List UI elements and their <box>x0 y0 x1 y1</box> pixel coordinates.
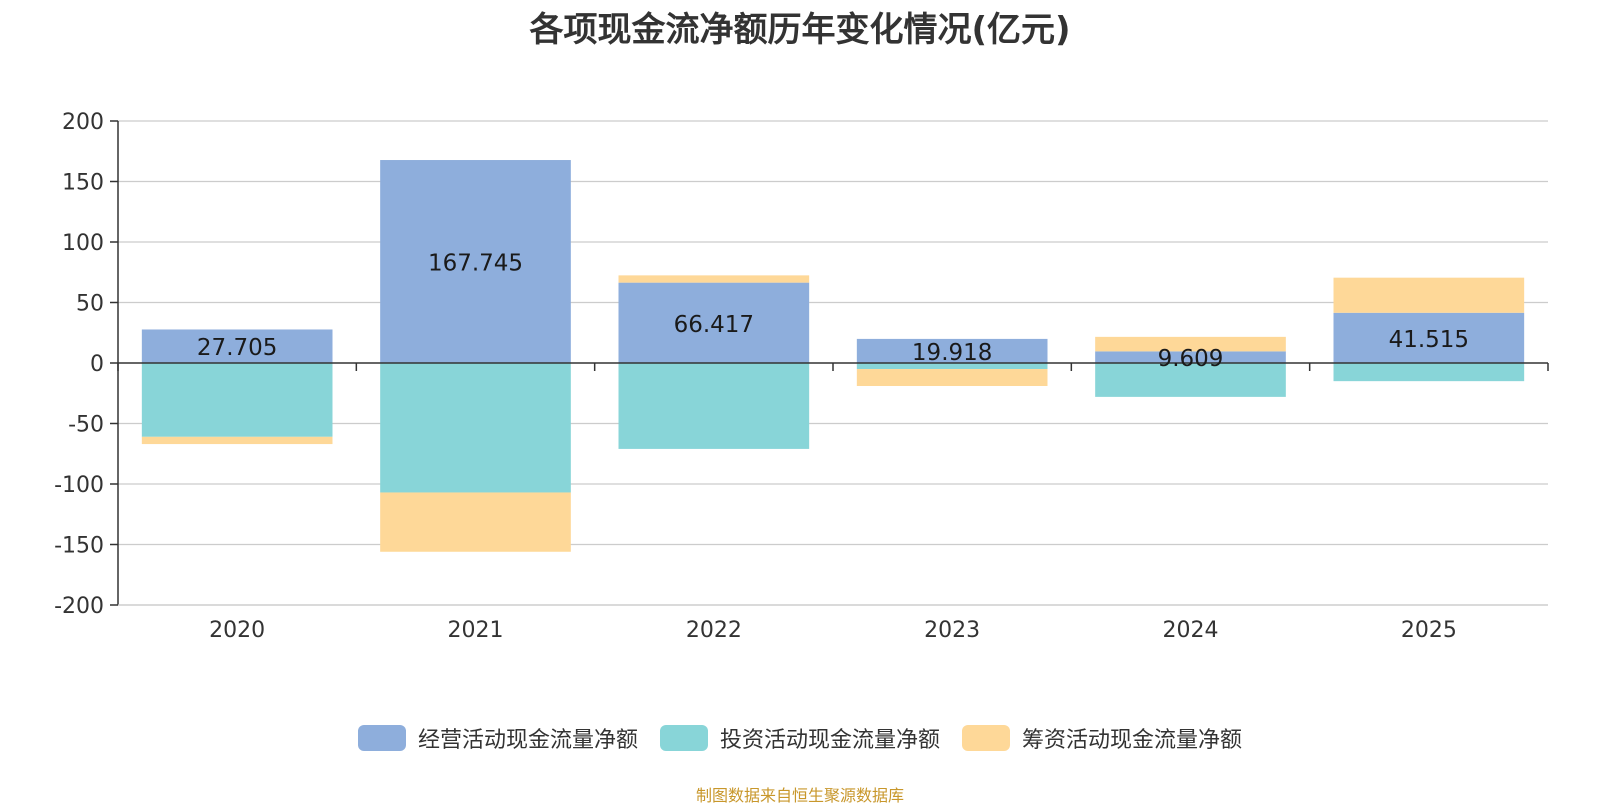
y-tick-label: 50 <box>76 292 104 317</box>
bar-2024-series-2[interactable] <box>1095 336 1286 352</box>
data-label-2024: 9.609 <box>1158 346 1224 372</box>
legend: 经营活动现金流量净额 投资活动现金流量净额 筹资活动现金流量净额 <box>0 722 1600 754</box>
bar-2023-series-0[interactable] <box>856 338 1048 363</box>
x-tick-label: 2022 <box>686 618 742 643</box>
data-label-2023: 19.918 <box>912 340 992 366</box>
bars <box>141 160 1525 552</box>
y-tick-label: 0 <box>90 352 104 377</box>
bar-2025-series-1[interactable] <box>1333 363 1525 382</box>
legend-swatch <box>659 725 708 751</box>
y-tick-label: 150 <box>62 171 104 196</box>
y-tick-label: 200 <box>62 110 104 135</box>
bar-2022-series-1[interactable] <box>618 363 810 449</box>
bar-2023-series-1[interactable] <box>856 363 1048 370</box>
bar-2024-series-1[interactable] <box>1095 363 1286 397</box>
data-source-note: 制图数据来自恒生聚源数据库 <box>695 786 904 805</box>
legend-swatch <box>357 725 406 751</box>
data-labels: 27.705 167.745 66.417 19.918 9.609 41.515 <box>197 251 1469 373</box>
y-tick-label: -50 <box>68 413 104 438</box>
legend-label: 经营活动现金流量净额 <box>417 728 638 753</box>
x-tick-label: 2024 <box>1163 618 1219 643</box>
bar-2021-series-0[interactable] <box>380 160 571 363</box>
legend-item-financing[interactable]: 筹资活动现金流量净额 <box>962 722 1242 754</box>
y-tick-label: -100 <box>54 473 104 498</box>
bar-2025-series-2[interactable] <box>1333 277 1525 313</box>
x-tick-label: 2021 <box>448 618 504 643</box>
legend-item-investing[interactable]: 投资活动现金流量净额 <box>659 722 940 754</box>
legend-label: 投资活动现金流量净额 <box>719 728 940 753</box>
x-axis: 2020 2021 2022 2023 2024 2025 <box>117 362 1549 643</box>
bar-2024-series-0[interactable] <box>1095 351 1286 363</box>
bar-2025-series-0[interactable] <box>1333 312 1525 363</box>
x-tick-label: 2020 <box>209 618 265 643</box>
y-tick-label: -150 <box>54 534 104 559</box>
data-label-2025: 41.515 <box>1389 327 1469 353</box>
y-axis: 200 150 100 50 0 -50 -100 -150 -200 <box>54 110 119 619</box>
bar-2023-series-2[interactable] <box>856 369 1048 386</box>
bar-2021-series-2[interactable] <box>380 492 571 552</box>
data-label-2022: 66.417 <box>674 312 754 338</box>
data-label-2021: 167.745 <box>428 251 523 277</box>
y-tick-label: -200 <box>54 594 104 619</box>
data-label-2020: 27.705 <box>197 335 277 361</box>
bar-2020-series-2[interactable] <box>141 436 333 445</box>
bar-2020-series-1[interactable] <box>141 363 333 437</box>
bar-2022-series-0[interactable] <box>618 282 810 363</box>
chart-title: 各项现金流净额历年变化情况(亿元) <box>529 10 1071 50</box>
x-tick-label: 2023 <box>924 618 980 643</box>
bar-2022-series-2[interactable] <box>618 275 810 283</box>
x-tick-label: 2025 <box>1401 618 1457 643</box>
legend-swatch <box>962 725 1010 751</box>
y-tick-label: 100 <box>62 231 104 256</box>
legend-item-operating[interactable]: 经营活动现金流量净额 <box>357 722 638 754</box>
bar-2021-series-1[interactable] <box>380 363 571 493</box>
bar-2020-series-0[interactable] <box>141 329 333 363</box>
legend-label: 筹资活动现金流量净额 <box>1022 728 1243 753</box>
